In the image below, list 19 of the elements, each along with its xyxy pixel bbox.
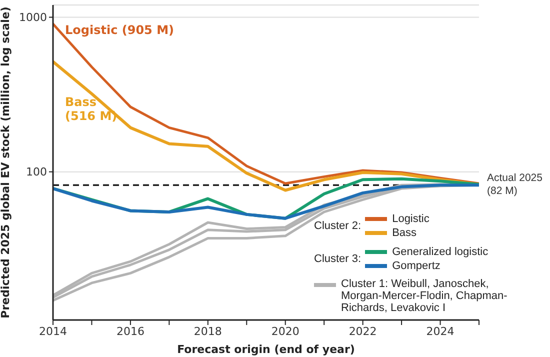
x-axis-title: Forecast origin (end of year) [177,343,355,356]
x-tick-label: 2014 [39,324,67,338]
x-tick-label: 2024 [426,324,454,338]
x-tick-label: 2022 [348,324,377,338]
legend-label: Bass [392,226,417,240]
x-tick-label: 2020 [271,324,300,338]
y-tick-label: 1000 [19,11,47,24]
annotation: Cluster 2: [314,220,362,232]
ref-line-label: Actual 2025 (82 M) [487,172,543,198]
x-tick-label: 2016 [116,324,144,338]
legend-label: Gompertz [392,259,440,273]
annotation: Logistic (905 M) [65,22,174,37]
y-tick-label: 100 [26,166,47,179]
legend-label: Cluster 1: Weibull, Janoschek, Morgan-Mercer-Flodin, Chapman-Richards, Levakovic I [341,278,508,314]
annotation: Cluster 3: [314,253,362,265]
y-axis-title: Predicted 2025 global EV stock (million, log scale) [0,6,12,318]
legend-label: Logistic [392,212,430,226]
legend-label: Generalized logistic [392,245,488,259]
x-tick-label: 2018 [194,324,222,338]
